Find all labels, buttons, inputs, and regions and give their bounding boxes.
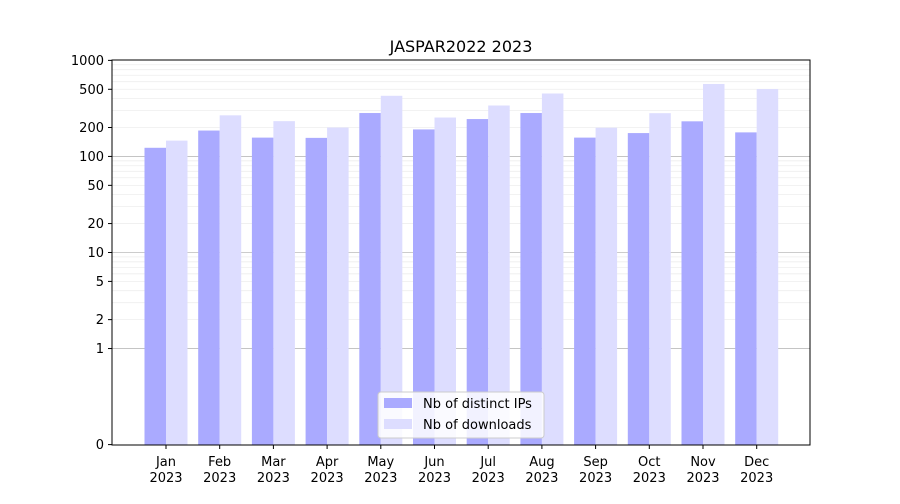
x-tick-label: Jan 2023 — [149, 455, 182, 486]
chart-title: JASPAR2022 2023 — [389, 37, 533, 56]
legend-label: Nb of downloads — [423, 418, 532, 433]
bar — [595, 127, 618, 445]
bar — [144, 147, 166, 445]
bar — [488, 105, 510, 446]
y-tick-label: 100 — [79, 150, 104, 165]
y-tick-label: 50 — [87, 179, 104, 194]
x-tick-label: Apr 2023 — [311, 455, 344, 486]
legend-swatch — [384, 398, 412, 408]
bar — [380, 95, 403, 446]
bar — [756, 89, 779, 446]
x-axis: Jan 2023 Feb 2023 Mar 2023 Apr 2023 May 2023 Jun 20… — [149, 445, 773, 486]
x-tick-label: May 2023 — [364, 455, 397, 486]
y-tick-label: 20 — [87, 217, 104, 232]
bar — [649, 113, 671, 445]
legend-box — [377, 391, 545, 439]
plot-frame — [111, 59, 811, 446]
bar — [273, 121, 295, 446]
bar — [251, 137, 274, 445]
x-tick-label: Dec 2023 — [740, 455, 773, 486]
bar — [327, 127, 349, 445]
bar — [305, 137, 328, 445]
bar — [166, 140, 188, 445]
legend-swatch — [384, 419, 412, 429]
bar — [574, 137, 596, 445]
bar — [520, 113, 542, 445]
y-tick-label: 200 — [79, 121, 104, 136]
x-tick-label: Oct 2023 — [633, 455, 666, 486]
y-tick-label: 1000 — [71, 54, 104, 69]
x-tick-label: Feb 2023 — [203, 455, 236, 486]
x-tick-label: Sep 2023 — [579, 455, 612, 486]
bar — [219, 115, 242, 445]
y-tick-label: 10 — [87, 246, 104, 261]
y-tick-label: 2 — [96, 313, 104, 328]
bars — [144, 83, 779, 446]
bar — [359, 113, 381, 445]
legend-label: Nb of distinct IPs — [423, 397, 532, 412]
y-tick-label: 5 — [96, 275, 104, 290]
x-tick-label: Jun 2023 — [418, 455, 451, 486]
x-tick-label: Jul 2023 — [472, 455, 505, 486]
y-tick-label: 500 — [79, 83, 104, 98]
bar — [434, 117, 456, 445]
y-tick-label: 0 — [96, 438, 104, 453]
y-axis: 0 1 2 5 10 20 50 100 200 500 1000 — [71, 54, 112, 453]
bar — [541, 93, 564, 446]
bar — [198, 130, 220, 445]
bar — [703, 83, 725, 446]
bar — [735, 132, 757, 445]
x-tick-label: Aug 2023 — [525, 455, 558, 486]
x-tick-label: Mar 2023 — [257, 455, 290, 486]
x-tick-label: Nov 2023 — [686, 455, 719, 486]
y-tick-label: 1 — [96, 342, 104, 357]
bar — [413, 129, 435, 446]
bar — [681, 121, 703, 445]
legend: Nb of distinct IPs Nb of downloads — [377, 391, 545, 439]
bar — [466, 119, 489, 446]
bar — [627, 133, 650, 445]
